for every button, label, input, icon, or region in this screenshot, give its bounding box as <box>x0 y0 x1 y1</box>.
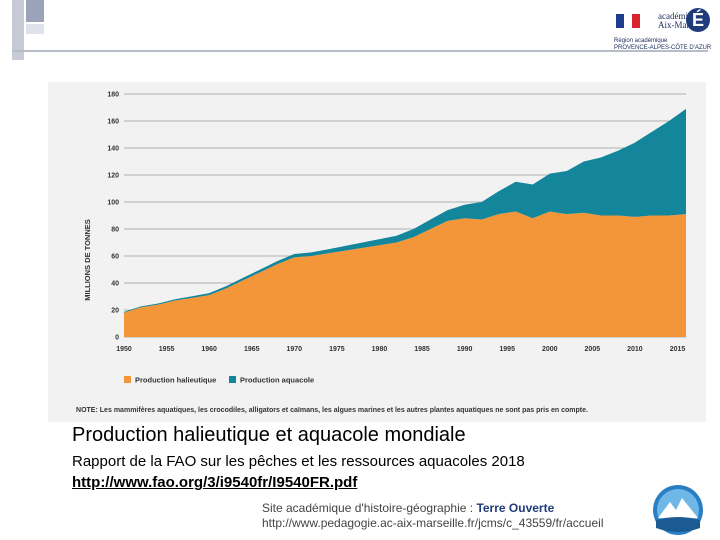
y-tick-160: 160 <box>107 119 119 126</box>
x-tick-2015: 2015 <box>670 346 686 353</box>
legend-swatch-1 <box>124 376 131 383</box>
x-tick-1965: 1965 <box>244 346 260 353</box>
source-link[interactable]: http://www.fao.org/3/i9540fr/I9540FR.pdf <box>72 474 358 491</box>
chart-areas <box>124 108 686 337</box>
x-tick-1970: 1970 <box>287 346 303 353</box>
logo-subtitle: Région académique PROVENCE-ALPES-CÔTE D'… <box>614 38 711 52</box>
x-tick-1985: 1985 <box>414 346 430 353</box>
terre-ouverte-emblem-icon <box>653 485 703 535</box>
production-chart: 0 20 40 60 80 100 120 140 160 180 1950 1955 1960 196… <box>76 92 686 414</box>
y-tick-40: 40 <box>111 281 119 288</box>
x-tick-1955: 1955 <box>159 346 175 353</box>
chart-note: NOTE: Les mammifères aquatiques, les cro… <box>76 405 588 414</box>
decor-square-1 <box>12 0 24 60</box>
decor-square-2 <box>26 0 44 22</box>
french-flag-icon <box>616 14 640 28</box>
y-tick-60: 60 <box>111 254 119 261</box>
x-tick-2005: 2005 <box>585 346 601 353</box>
y-tick-180: 180 <box>107 92 119 99</box>
logo-sub-1: Région académique <box>614 38 668 44</box>
legend-label-1: Production halieutique <box>135 376 216 385</box>
area-series-1 <box>124 211 686 337</box>
logo-line-1: académie <box>658 11 692 21</box>
legend-label-2: Production aquacole <box>240 376 314 385</box>
y-tick-120: 120 <box>107 173 119 180</box>
caption-source: Rapport de la FAO sur les pêches et les … <box>72 453 525 470</box>
chart-legend: Production halieutique Production aquacol… <box>124 376 314 385</box>
caption-title: Production halieutique et aquacole mondi… <box>72 424 466 446</box>
logo-sub-2: PROVENCE-ALPES-CÔTE D'AZUR <box>614 45 712 51</box>
footer-site-prefix: Site académique d'histoire-géographie : <box>262 501 477 515</box>
y-tick-0: 0 <box>115 335 119 342</box>
footer-site-name: Terre Ouverte <box>476 501 555 515</box>
logo-line-2: Aix-Marseille <box>658 20 709 30</box>
footer-url[interactable]: http://www.pedagogie.ac-aix-marseille.fr… <box>262 516 604 530</box>
area-series-2 <box>124 108 686 313</box>
chart-frame: 0 20 40 60 80 100 120 140 160 180 1950 1955 1960 196… <box>48 82 706 422</box>
y-tick-140: 140 <box>107 146 119 153</box>
y-axis-label: MILLIONS DE TONNES <box>83 219 92 301</box>
x-tick-2010: 2010 <box>627 346 643 353</box>
x-tick-1975: 1975 <box>329 346 345 353</box>
footer-site: Site académique d'histoire-géographie : … <box>262 501 554 515</box>
y-tick-80: 80 <box>111 227 119 234</box>
logo-text: académie Aix-Marseille <box>658 12 708 30</box>
x-tick-1960: 1960 <box>201 346 217 353</box>
header-divider <box>12 50 708 52</box>
x-tick-1990: 1990 <box>457 346 473 353</box>
decor-square-3 <box>26 24 44 34</box>
academy-e-icon: É <box>686 8 710 32</box>
x-tick-labels: 1950 1955 1960 1965 1970 1975 1980 1985 1990 1995… <box>116 346 685 353</box>
y-tick-100: 100 <box>107 200 119 207</box>
x-tick-1980: 1980 <box>372 346 388 353</box>
y-tick-labels: 0 20 40 60 80 100 120 140 160 180 <box>107 92 119 342</box>
academy-logo: académie Aix-Marseille É Région académiq… <box>612 4 712 52</box>
x-tick-2000: 2000 <box>542 346 558 353</box>
y-tick-20: 20 <box>111 308 119 315</box>
x-tick-1995: 1995 <box>499 346 515 353</box>
legend-swatch-2 <box>229 376 236 383</box>
x-tick-1950: 1950 <box>116 346 132 353</box>
